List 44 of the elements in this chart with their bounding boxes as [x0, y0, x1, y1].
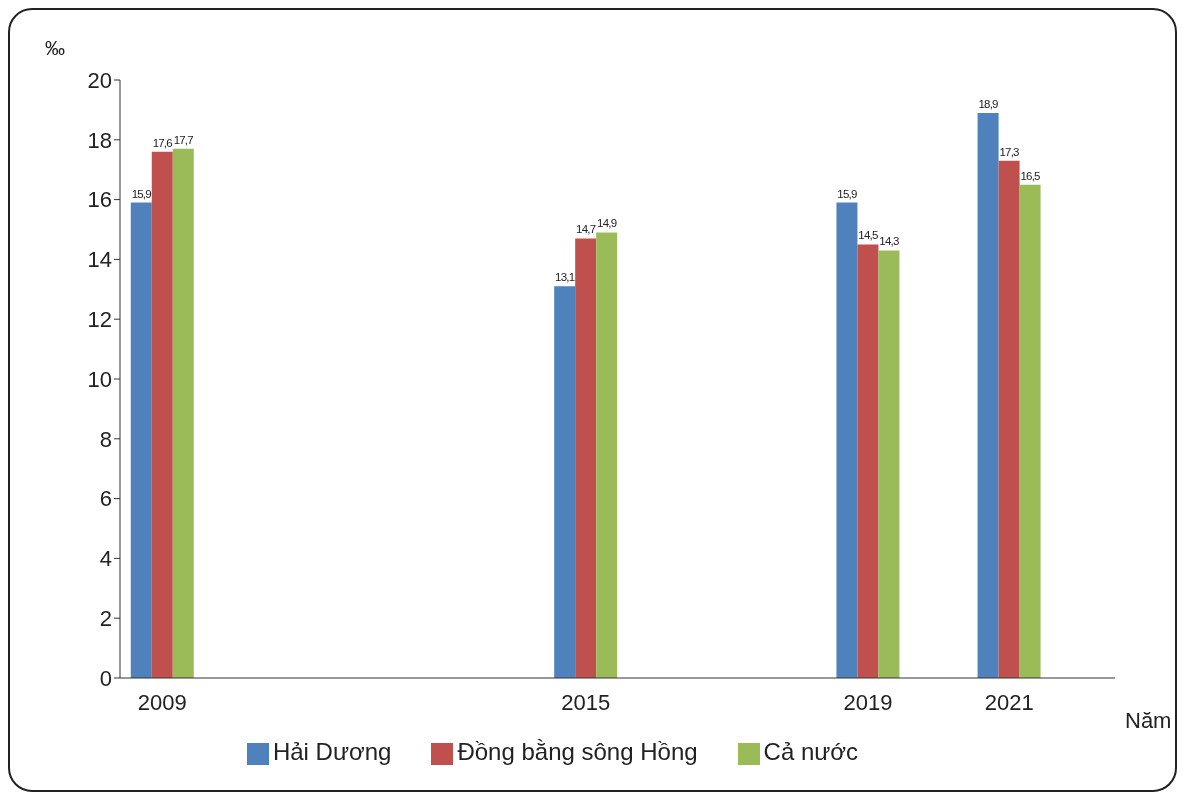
- y-tick-label: 12: [87, 307, 112, 333]
- data-label: 17,7: [173, 133, 194, 146]
- legend-label: Hải Dương: [272, 738, 392, 765]
- bar: [554, 286, 576, 678]
- bar: [857, 244, 879, 678]
- y-tick-label: 4: [99, 546, 112, 572]
- x-tick-label: 2021: [984, 689, 1034, 715]
- y-tick-label: 16: [87, 187, 112, 213]
- y-tick-label: 20: [87, 67, 112, 93]
- bar: [575, 238, 597, 678]
- bar: [596, 232, 618, 678]
- x-tick-label: 2015: [561, 689, 611, 715]
- x-tick-label: 2019: [843, 689, 893, 715]
- bar: [998, 160, 1020, 678]
- y-tick-label: 0: [99, 665, 112, 691]
- data-label: 16,5: [1020, 169, 1041, 182]
- y-tick-label: 14: [87, 247, 112, 273]
- data-label: 15,9: [131, 187, 152, 200]
- y-tick-label: 18: [87, 127, 112, 153]
- bar: [836, 202, 858, 678]
- data-label: 14,5: [858, 229, 878, 242]
- data-label: 18,9: [978, 97, 999, 110]
- bar: [151, 151, 173, 678]
- y-tick-label: 8: [99, 426, 112, 452]
- legend-label: Đồng bằng sông Hồng: [457, 738, 698, 765]
- bar: [977, 112, 999, 678]
- data-label: 17,6: [152, 136, 173, 149]
- y-tick-label: 6: [99, 486, 112, 512]
- data-label: 14,3: [879, 235, 899, 248]
- bar: [172, 148, 194, 678]
- y-tick-label: 2: [99, 606, 112, 632]
- data-label: 17,3: [999, 145, 1020, 158]
- bar: [1019, 184, 1041, 678]
- data-label: 15,9: [837, 187, 857, 200]
- legend-label: Cả nước: [763, 738, 859, 765]
- data-label: 14,9: [597, 217, 617, 230]
- bar: [878, 250, 900, 678]
- y-tick-label: 10: [87, 366, 112, 392]
- x-axis-title: Năm: [1125, 707, 1172, 733]
- bar: [130, 202, 152, 678]
- y-axis-title: ‰: [45, 37, 65, 59]
- x-tick-label: 2009: [137, 689, 187, 715]
- data-label: 14,7: [576, 223, 596, 236]
- data-label: 13,1: [555, 271, 575, 284]
